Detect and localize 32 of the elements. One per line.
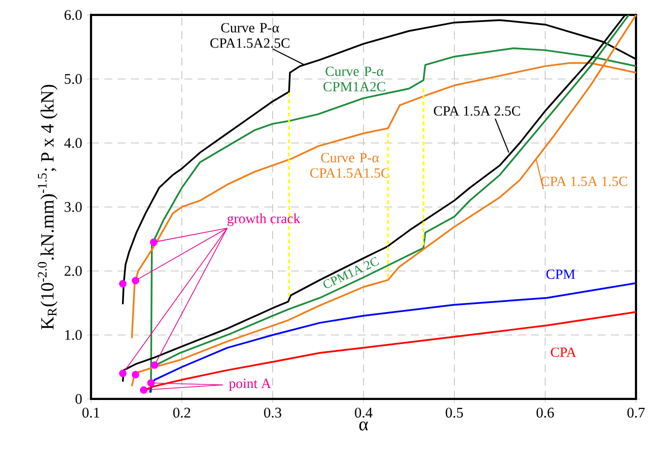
y-tick-label: 3.0: [64, 202, 82, 212]
series-label: CPA: [550, 348, 576, 357]
point: [132, 370, 140, 378]
point: [147, 379, 155, 387]
series-label: CPA 1.5A 2.5C: [434, 106, 520, 116]
x-tick-label: 0.7: [627, 408, 645, 418]
y-tick-label: 4.0: [64, 138, 82, 148]
x-tick-label: 0.2: [173, 408, 190, 418]
y-tick-label: 5.0: [64, 74, 82, 84]
point: [132, 276, 140, 284]
y-tick-label: 0: [76, 394, 82, 404]
series-label: Curve P-α CPM1A2C: [323, 66, 386, 92]
x-tick-label: 0.1: [82, 408, 100, 418]
annotation: point A: [229, 378, 272, 392]
point: [119, 280, 127, 288]
series-label: Curve P-α CPA1.5A2.5C: [210, 23, 290, 48]
series-label: CPM: [546, 269, 575, 279]
series-label: Curve P-α CPA1.5A1.5C: [310, 152, 390, 178]
y-tick-label: 2.0: [64, 266, 82, 276]
y-tick-label: 1.0: [65, 330, 82, 340]
y-axis-title: K$_{R}$(10$^{-2.0}$.kN.mm)$^{-1.5}$; P x 4 (kN): [38, 84, 58, 330]
x-tick-label: 0.3: [264, 408, 282, 418]
point: [140, 386, 148, 394]
x-tick-label: 0.6: [536, 408, 554, 418]
x-axis-title: α: [359, 421, 368, 430]
x-tick-label: 0.5: [446, 408, 463, 418]
annotation: growth crack: [227, 213, 300, 226]
point: [119, 370, 127, 378]
point: [150, 361, 158, 369]
y-tick-label: 6.0: [64, 10, 82, 20]
point: [150, 238, 158, 246]
x-tick-label: 0.4: [354, 408, 372, 418]
